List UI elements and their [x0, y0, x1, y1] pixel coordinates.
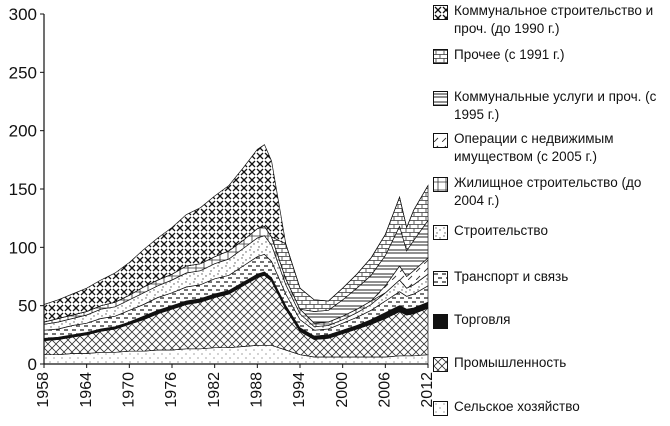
x-tick-label: 1964 — [78, 372, 95, 408]
legend-item: Сельское хозяйство — [433, 398, 666, 416]
y-tick-label: 250 — [9, 63, 37, 82]
legend-swatch — [433, 177, 448, 192]
y-tick-label: 0 — [28, 355, 37, 374]
legend-label: Промышленность — [454, 355, 567, 370]
x-tick-label: 2012 — [419, 372, 436, 408]
legend-label: Прочее (с 1991 г.) — [454, 47, 565, 62]
legend-swatch — [433, 357, 448, 372]
legend-item: Промышленность — [433, 354, 666, 372]
legend-label: Сельское хозяйство — [454, 399, 580, 414]
legend-label: Строительство — [454, 223, 548, 238]
x-tick-label: 1976 — [163, 372, 180, 408]
legend-swatch — [433, 49, 448, 64]
legend-item: Коммунальные услуги и проч. (с 1995 г.) — [433, 88, 666, 124]
x-tick-label: 2000 — [334, 372, 351, 408]
area-series-10 — [43, 144, 429, 323]
legend-item: Жилищное строительство (до 2004 г.) — [433, 174, 666, 210]
legend-label: Операции с недвижимым имуществом (с 2005… — [454, 131, 614, 164]
legend-swatch — [433, 401, 448, 416]
legend-item: Торговля — [433, 311, 666, 329]
x-tick-label: 1994 — [291, 372, 308, 408]
legend-item: Строительство — [433, 222, 666, 240]
legend-label: Коммунальные услуги и проч. (с 1995 г.) — [454, 89, 657, 122]
legend-label: Жилищное строительство (до 2004 г.) — [454, 175, 642, 208]
legend-swatch — [433, 133, 448, 148]
x-tick-label: 1970 — [121, 372, 138, 408]
legend-item: Транспорт и связь — [433, 268, 666, 286]
x-tick-label: 1988 — [249, 372, 266, 408]
y-tick-label: 150 — [9, 180, 37, 199]
legend-swatch — [433, 314, 448, 329]
legend-label: Коммунальное строительство и проч. (до 1… — [454, 3, 654, 36]
y-tick-label: 200 — [9, 122, 37, 141]
legend-swatch — [433, 91, 448, 106]
axes: 0 50 100 150 200 250 300 1958 1964 1970 1976 1982 19… — [9, 5, 437, 408]
legend-swatch — [433, 5, 448, 20]
x-tick-label: 1982 — [206, 372, 223, 408]
legend-swatch — [433, 271, 448, 286]
legend-swatch — [433, 225, 448, 240]
y-tick-label: 300 — [9, 5, 37, 24]
y-tick-label: 50 — [18, 297, 37, 316]
legend-label: Торговля — [454, 312, 511, 327]
legend-item: Коммунальное строительство и проч. (до 1… — [433, 2, 666, 38]
y-tick-label: 100 — [9, 238, 37, 257]
area-layers — [43, 144, 429, 365]
x-tick-label: 1958 — [35, 372, 52, 408]
legend-item: Операции с недвижимым имуществом (с 2005… — [433, 130, 666, 166]
x-tick-label: 2006 — [377, 372, 394, 408]
legend-item: Прочее (с 1991 г.) — [433, 46, 666, 64]
legend-label: Транспорт и связь — [454, 269, 569, 284]
